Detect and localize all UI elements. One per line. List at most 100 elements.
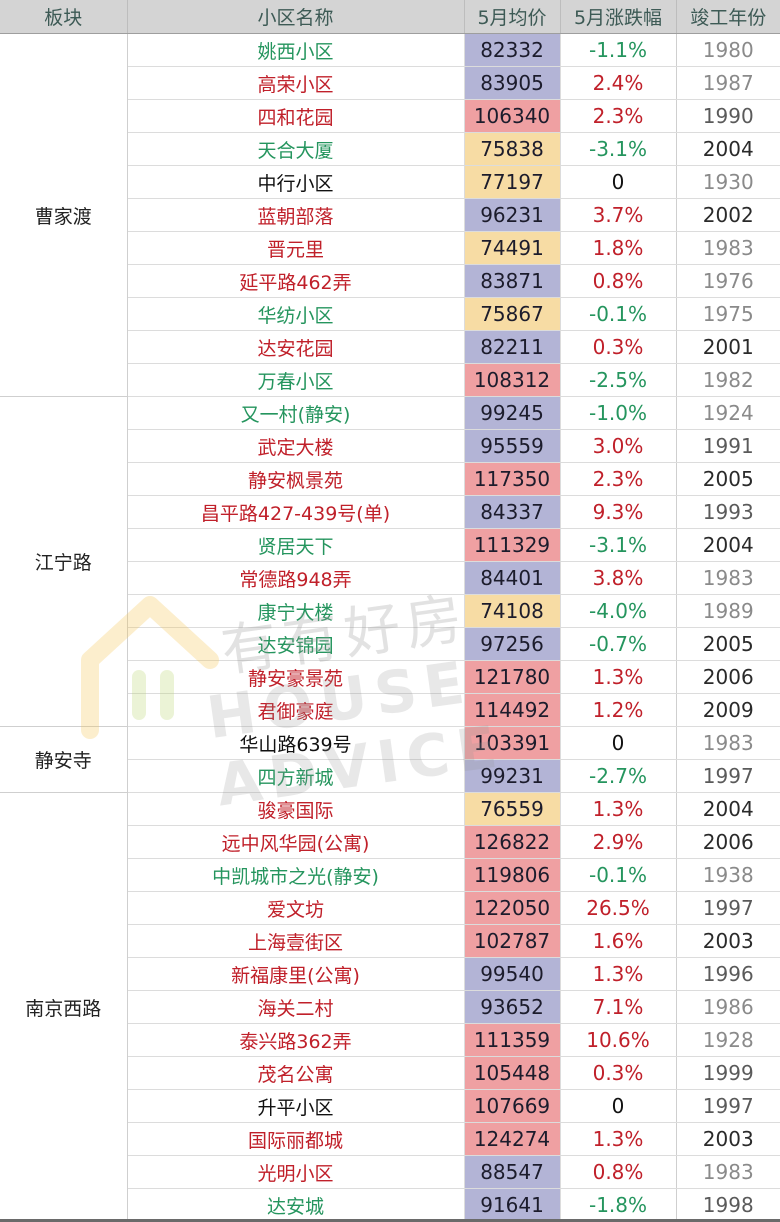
change-cell: -1.8% xyxy=(560,1188,677,1222)
name-cell: 晋元里 xyxy=(127,231,465,265)
year-cell: 1980 xyxy=(676,33,780,67)
name-cell: 四方新城 xyxy=(127,759,465,793)
year-cell: 2006 xyxy=(676,825,780,859)
name-cell: 上海壹街区 xyxy=(127,924,465,958)
name-cell: 四和花园 xyxy=(127,99,465,133)
year-cell: 1982 xyxy=(676,363,780,397)
table-row: 静安豪景苑 121780 1.3% 2006 xyxy=(0,660,780,694)
year-cell: 2005 xyxy=(676,462,780,496)
name-cell: 昌平路427-439号(单) xyxy=(127,495,465,529)
year-cell: 1997 xyxy=(676,759,780,793)
change-cell: 2.9% xyxy=(560,825,677,859)
change-cell: -0.1% xyxy=(560,297,677,331)
name-cell: 国际丽都城 xyxy=(127,1122,465,1156)
table-row: 四和花园 106340 2.3% 1990 xyxy=(0,99,780,133)
year-cell: 1983 xyxy=(676,1155,780,1189)
change-cell: -2.5% xyxy=(560,363,677,397)
name-cell: 万春小区 xyxy=(127,363,465,397)
year-cell: 1991 xyxy=(676,429,780,463)
price-cell: 74108 xyxy=(464,594,561,628)
table-row: 达安花园 82211 0.3% 2001 xyxy=(0,330,780,364)
price-cell: 107669 xyxy=(464,1089,561,1123)
year-cell: 1938 xyxy=(676,858,780,892)
change-cell: 0.3% xyxy=(560,1056,677,1090)
price-cell: 88547 xyxy=(464,1155,561,1189)
table-row: 君御豪庭 114492 1.2% 2009 xyxy=(0,693,780,727)
name-cell: 达安锦园 xyxy=(127,627,465,661)
change-cell: -1.0% xyxy=(560,396,677,430)
name-cell: 姚西小区 xyxy=(127,33,465,67)
table-row: 武定大楼 95559 3.0% 1991 xyxy=(0,429,780,463)
header-name: 小区名称 xyxy=(127,0,465,34)
table-row: 爱文坊 122050 26.5% 1997 xyxy=(0,891,780,925)
table-row: 中凯城市之光(静安) 119806 -0.1% 1938 xyxy=(0,858,780,892)
price-cell: 99245 xyxy=(464,396,561,430)
table-row: 蓝朝部落 96231 3.7% 2002 xyxy=(0,198,780,232)
price-cell: 91641 xyxy=(464,1188,561,1222)
table-row: 常德路948弄 84401 3.8% 1983 xyxy=(0,561,780,595)
price-cell: 84337 xyxy=(464,495,561,529)
year-cell: 2005 xyxy=(676,627,780,661)
year-cell: 1924 xyxy=(676,396,780,430)
name-cell: 康宁大楼 xyxy=(127,594,465,628)
year-cell: 1986 xyxy=(676,990,780,1024)
block-cell: 静安寺 xyxy=(0,726,128,793)
price-cell: 111329 xyxy=(464,528,561,562)
name-cell: 高荣小区 xyxy=(127,66,465,100)
price-cell: 74491 xyxy=(464,231,561,265)
table-row: 上海壹街区 102787 1.6% 2003 xyxy=(0,924,780,958)
year-cell: 2003 xyxy=(676,924,780,958)
price-cell: 77197 xyxy=(464,165,561,199)
table-row: 静安寺 华山路639号 103391 0 1983 xyxy=(0,726,780,793)
table-row: 康宁大楼 74108 -4.0% 1989 xyxy=(0,594,780,628)
name-cell: 爱文坊 xyxy=(127,891,465,925)
change-cell: 0 xyxy=(560,165,677,199)
change-cell: 10.6% xyxy=(560,1023,677,1057)
change-cell: 7.1% xyxy=(560,990,677,1024)
change-cell: 1.3% xyxy=(560,1122,677,1156)
price-cell: 84401 xyxy=(464,561,561,595)
year-cell: 2006 xyxy=(676,660,780,694)
price-cell: 102787 xyxy=(464,924,561,958)
year-cell: 1983 xyxy=(676,231,780,265)
block-cell: 南京西路 xyxy=(0,792,128,1222)
change-cell: -3.1% xyxy=(560,132,677,166)
year-cell: 1996 xyxy=(676,957,780,991)
change-cell: 0.8% xyxy=(560,1155,677,1189)
change-cell: 2.3% xyxy=(560,462,677,496)
change-cell: 3.0% xyxy=(560,429,677,463)
price-cell: 124274 xyxy=(464,1122,561,1156)
year-cell: 2001 xyxy=(676,330,780,364)
name-cell: 达安花园 xyxy=(127,330,465,364)
year-cell: 1990 xyxy=(676,99,780,133)
year-cell: 1928 xyxy=(676,1023,780,1057)
name-cell: 蓝朝部落 xyxy=(127,198,465,232)
year-cell: 1998 xyxy=(676,1188,780,1222)
table-row: 华纺小区 75867 -0.1% 1975 xyxy=(0,297,780,331)
change-cell: 1.8% xyxy=(560,231,677,265)
change-cell: 1.3% xyxy=(560,792,677,826)
change-cell: -3.1% xyxy=(560,528,677,562)
table-row: 晋元里 74491 1.8% 1983 xyxy=(0,231,780,265)
table-row: 静安枫景苑 117350 2.3% 2005 xyxy=(0,462,780,496)
price-cell: 126822 xyxy=(464,825,561,859)
year-cell: 1997 xyxy=(676,891,780,925)
price-cell: 93652 xyxy=(464,990,561,1024)
table-row: 达安锦园 97256 -0.7% 2005 xyxy=(0,627,780,661)
name-cell: 茂名公寓 xyxy=(127,1056,465,1090)
change-cell: -0.7% xyxy=(560,627,677,661)
name-cell: 静安枫景苑 xyxy=(127,462,465,496)
table-row: 茂名公寓 105448 0.3% 1999 xyxy=(0,1056,780,1090)
bottom-border xyxy=(0,1219,780,1222)
price-cell: 114492 xyxy=(464,693,561,727)
table-row: 升平小区 107669 0 1997 xyxy=(0,1089,780,1123)
table-row: 光明小区 88547 0.8% 1983 xyxy=(0,1155,780,1189)
price-cell: 82211 xyxy=(464,330,561,364)
name-cell: 天合大厦 xyxy=(127,132,465,166)
change-cell: 1.2% xyxy=(560,693,677,727)
change-cell: 0.3% xyxy=(560,330,677,364)
year-cell: 1987 xyxy=(676,66,780,100)
table-row: 贤居天下 111329 -3.1% 2004 xyxy=(0,528,780,562)
table-row: 曹家渡 姚西小区 82332 -1.1% 1980 xyxy=(0,33,780,397)
